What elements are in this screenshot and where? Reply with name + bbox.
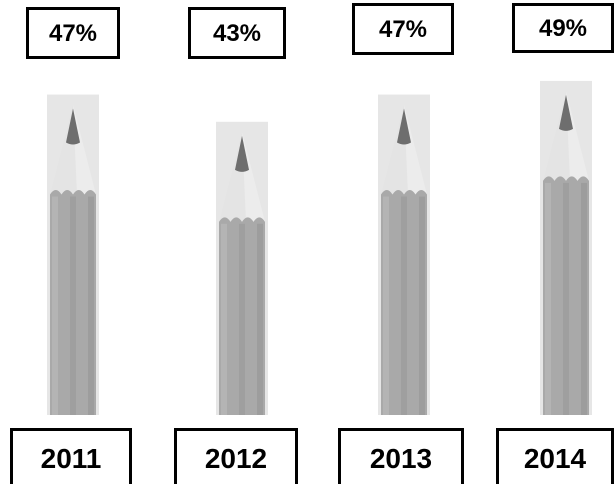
category-label-box-2011: 2011 (10, 428, 132, 484)
pencil-lead (397, 108, 411, 145)
value-label-frame (352, 3, 454, 55)
pencil-wood (50, 104, 96, 195)
category-label-frame (10, 428, 132, 484)
pencil-wood (543, 90, 589, 181)
pencil-ridge-middle (70, 196, 76, 415)
pencil-ridge-right (581, 182, 587, 415)
category-label: 2011 (41, 443, 102, 474)
category-labels: 2011 2012 2013 2014 (10, 428, 614, 484)
pencil-bar-2011 (47, 94, 99, 415)
pencil-ridge-right (88, 196, 94, 415)
value-label-box-2012: 43% (188, 7, 286, 59)
pencil-bar-2013 (378, 94, 430, 415)
category-label: 2012 (205, 443, 267, 474)
value-label-frame (512, 3, 614, 53)
pencil-body (543, 176, 589, 415)
pencil-bars (47, 80, 592, 416)
pencil-lead (559, 94, 573, 131)
value-label: 49% (539, 15, 587, 42)
pencil-ridge-middle (401, 196, 407, 415)
category-label-box-2012: 2012 (174, 428, 298, 484)
pencil-body (219, 217, 265, 415)
value-label-frame (188, 7, 286, 59)
value-label-box-2011: 47% (26, 7, 120, 59)
pencil-body (381, 190, 427, 415)
pencil-wood (219, 131, 265, 222)
value-label: 43% (213, 20, 261, 47)
pencil-bar-2014 (540, 80, 592, 415)
pencil-wood (381, 104, 427, 195)
category-label-frame (174, 428, 298, 484)
pencil-body (50, 190, 96, 415)
value-label-box-2014: 49% (512, 3, 614, 53)
category-label: 2014 (524, 443, 587, 474)
pencil-lead (235, 135, 249, 172)
category-label-box-2014: 2014 (496, 428, 614, 484)
pencil-ridge-left (52, 196, 58, 415)
pencil-ridge-left (383, 196, 389, 415)
pencil-ridge-left (545, 182, 551, 415)
pencil-ridge-left (221, 223, 227, 415)
value-labels: 47% 43% 47% 49% (26, 3, 614, 59)
category-label-frame (496, 428, 614, 484)
pencil-ridge-right (257, 223, 263, 415)
pencil-bar-2012 (216, 121, 268, 416)
category-label: 2013 (370, 443, 432, 474)
pencil-ridge-middle (563, 182, 569, 415)
value-label: 47% (49, 20, 97, 47)
pencil-ridge-middle (239, 223, 245, 415)
value-label-box-2013: 47% (352, 3, 454, 55)
value-label: 47% (379, 16, 427, 43)
value-label-frame (26, 7, 120, 59)
category-label-frame (338, 428, 464, 484)
pencil-ridge-right (419, 196, 425, 415)
category-label-box-2013: 2013 (338, 428, 464, 484)
pencil-lead (66, 108, 80, 145)
